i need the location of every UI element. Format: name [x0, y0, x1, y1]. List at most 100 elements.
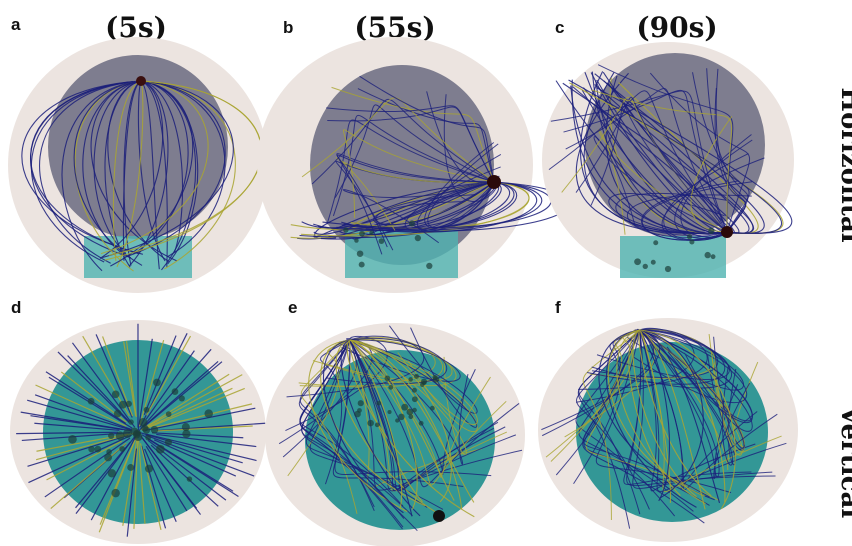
anchor-dot	[181, 423, 190, 432]
fiber	[139, 443, 162, 531]
fiber	[153, 439, 237, 477]
anchor-dot	[704, 251, 711, 259]
fiber	[145, 335, 192, 416]
fiber	[73, 80, 143, 266]
fiber	[151, 432, 244, 439]
anchor-dot	[155, 444, 165, 454]
fiber	[663, 153, 749, 241]
fiber	[563, 89, 728, 233]
fiber	[343, 129, 495, 219]
fiber	[145, 445, 188, 512]
anchor-dot	[150, 425, 159, 434]
fiber	[578, 329, 694, 512]
fiber-bundle	[541, 327, 787, 529]
fiber	[632, 329, 773, 489]
fiber	[334, 104, 495, 198]
fiber	[336, 153, 495, 255]
panel-b	[257, 37, 571, 293]
anchor-dot	[710, 254, 716, 260]
fiber	[335, 339, 439, 515]
fiber	[305, 339, 428, 508]
anchor-dot	[374, 422, 380, 428]
fiber	[74, 80, 142, 272]
fiber	[90, 80, 178, 262]
fiber	[299, 336, 436, 387]
anchor-dot	[401, 403, 409, 411]
fiber	[342, 181, 495, 244]
fiber	[122, 80, 142, 261]
fiber	[16, 431, 119, 435]
fiber	[125, 340, 137, 418]
fiber	[633, 329, 748, 404]
fiber	[623, 329, 752, 485]
anchor-dot	[94, 445, 102, 453]
fiber	[639, 329, 778, 491]
anchor-dot	[359, 230, 365, 237]
fiber	[142, 361, 223, 428]
anchor-dot	[408, 414, 414, 420]
fiber	[141, 438, 202, 515]
fiber	[99, 438, 137, 525]
fiber	[616, 329, 706, 505]
panel-a	[8, 37, 268, 293]
fiber	[153, 403, 253, 429]
fiber	[21, 80, 144, 255]
anchor-dot	[343, 227, 349, 233]
fiber	[50, 442, 127, 509]
fiber	[144, 448, 177, 523]
fiber	[126, 448, 138, 537]
panel-label-e: e	[288, 298, 297, 317]
anchor-dot	[367, 419, 374, 427]
fiber	[122, 436, 138, 526]
fiber	[349, 339, 423, 503]
anchor-dot	[708, 227, 715, 234]
fiber	[639, 329, 726, 503]
fiber	[35, 384, 127, 427]
fiber	[332, 115, 495, 217]
fiber-bundle	[16, 323, 266, 537]
anchor-dot	[113, 409, 122, 418]
fiber	[30, 80, 142, 259]
anchor-dot	[664, 265, 672, 273]
fiber	[639, 329, 753, 432]
fiber	[597, 64, 734, 233]
anchor-dot	[164, 438, 173, 446]
fiber	[349, 339, 463, 510]
fiber	[587, 329, 726, 385]
fiber	[639, 329, 736, 510]
anchor-dot	[421, 380, 427, 385]
anchor-dot	[123, 429, 132, 438]
anchor-dot	[118, 400, 127, 409]
fiber	[359, 75, 495, 183]
fiber	[28, 434, 132, 484]
fiber	[44, 437, 131, 498]
fiber	[638, 329, 712, 497]
fiber	[156, 422, 266, 432]
fiber	[145, 350, 195, 420]
fiber	[346, 339, 475, 518]
fiber	[416, 153, 502, 231]
fiber	[349, 339, 520, 488]
fiber	[596, 329, 730, 380]
fiber	[143, 335, 177, 416]
fiber	[349, 339, 413, 517]
fiber	[608, 193, 728, 234]
fiber	[140, 80, 226, 258]
fiber	[322, 181, 552, 229]
anchor-dot	[395, 418, 400, 423]
fiber	[349, 339, 469, 465]
panel-label-b: b	[283, 18, 293, 37]
panel-c	[542, 42, 794, 278]
fiber	[349, 327, 478, 428]
fiber	[639, 329, 721, 504]
fiber	[61, 80, 142, 272]
fiber	[589, 328, 716, 379]
fiber-bundle	[290, 75, 571, 270]
fiber	[146, 433, 257, 462]
fiber	[639, 329, 753, 424]
fiber	[328, 181, 510, 238]
column-title-90s: (90s)	[636, 11, 717, 44]
fiber	[649, 72, 750, 233]
anchor-dot	[398, 413, 405, 421]
anchor-dot	[143, 406, 150, 413]
